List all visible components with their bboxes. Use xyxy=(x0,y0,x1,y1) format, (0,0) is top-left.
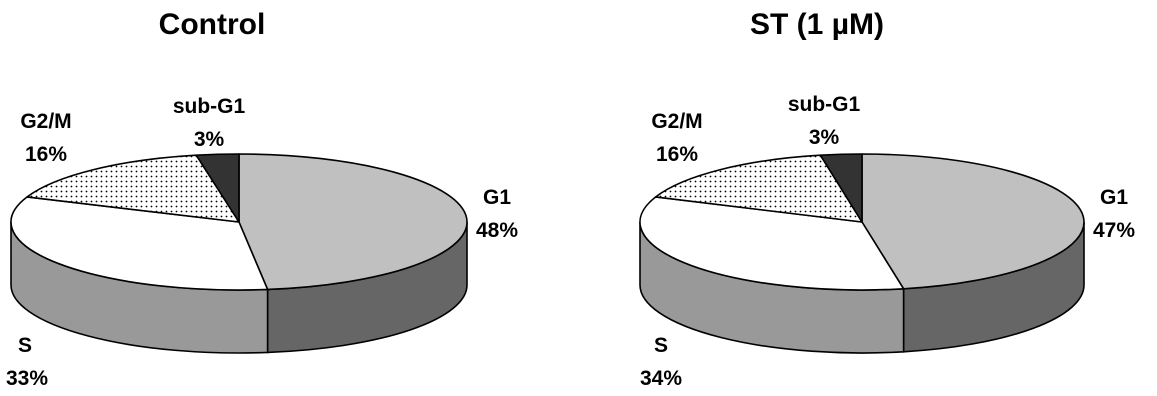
slice-label-s: S 33% xyxy=(6,329,49,395)
slice-percent: 48% xyxy=(475,219,519,242)
slice-percent: 34% xyxy=(639,367,683,390)
slice-label-g2m: G2/M 16% xyxy=(14,105,78,171)
chart-title: Control xyxy=(158,8,266,41)
pie-slice-g1 xyxy=(238,153,468,291)
chart-title: ST (1 µM) xyxy=(750,8,884,41)
slice-name: G1 xyxy=(1099,186,1128,209)
pie-slice-sub-g1 xyxy=(195,153,240,223)
pie-chart-control: Control sub-G1 3% G2/M 16% G1 48% S 33% xyxy=(0,0,578,396)
slice-percent: 33% xyxy=(6,367,49,390)
slice-percent: 47% xyxy=(1092,219,1136,242)
slice-label-g1: G1 48% xyxy=(470,181,524,247)
slice-name: S xyxy=(653,334,668,357)
pie-slice-g2m xyxy=(654,154,863,223)
slice-label-s: S 34% xyxy=(637,329,685,395)
slice-name: G1 xyxy=(482,186,511,209)
slice-percent: 16% xyxy=(24,143,68,166)
slice-name: G2/M xyxy=(651,110,703,133)
slice-name: G2/M xyxy=(20,110,72,133)
pie-chart-st: ST (1 µM) sub-G1 3% G2/M 16% G1 47% S 34… xyxy=(579,0,1157,396)
slice-percent: 3% xyxy=(808,126,840,149)
slice-name: sub-G1 xyxy=(787,93,861,116)
slice-label-g2m: G2/M 16% xyxy=(645,105,709,171)
pie-slice-g1 xyxy=(861,153,1085,290)
slice-percent: 16% xyxy=(655,143,699,166)
slice-percent: 3% xyxy=(193,128,225,151)
slice-name: S xyxy=(18,334,33,357)
pie-slice-sub-g1 xyxy=(819,153,863,223)
slice-label-sub-g1: sub-G1 3% xyxy=(787,88,861,154)
slice-label-g1: G1 47% xyxy=(1087,181,1141,247)
pie-graphic xyxy=(10,153,468,354)
slice-label-sub-g1: sub-G1 3% xyxy=(172,90,246,156)
pie-graphic xyxy=(639,153,1085,354)
pie-slice-g2m xyxy=(26,154,240,223)
pie-slice-s xyxy=(639,196,905,291)
pie-slice-s xyxy=(10,196,269,291)
slice-name: sub-G1 xyxy=(172,95,246,118)
